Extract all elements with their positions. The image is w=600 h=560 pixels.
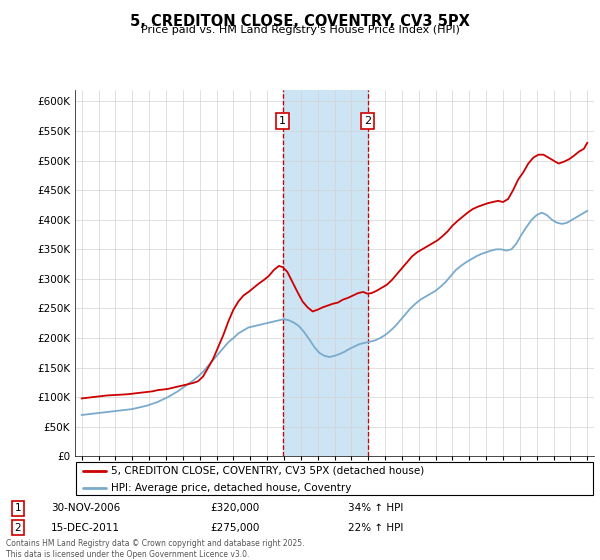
Text: 22% ↑ HPI: 22% ↑ HPI (348, 522, 403, 533)
Text: HPI: Average price, detached house, Coventry: HPI: Average price, detached house, Cove… (112, 483, 352, 493)
Text: £275,000: £275,000 (210, 522, 259, 533)
Text: Price paid vs. HM Land Registry's House Price Index (HPI): Price paid vs. HM Land Registry's House … (140, 25, 460, 35)
Text: 15-DEC-2011: 15-DEC-2011 (51, 522, 120, 533)
Text: 2: 2 (14, 522, 22, 533)
Text: 2: 2 (364, 116, 371, 126)
Text: 5, CREDITON CLOSE, COVENTRY, CV3 5PX: 5, CREDITON CLOSE, COVENTRY, CV3 5PX (130, 14, 470, 29)
Text: 1: 1 (14, 503, 22, 514)
Text: 1: 1 (279, 116, 286, 126)
Text: 30-NOV-2006: 30-NOV-2006 (51, 503, 120, 514)
Bar (283, 90, 368, 456)
Text: 34% ↑ HPI: 34% ↑ HPI (348, 503, 403, 514)
Text: 5, CREDITON CLOSE, COVENTRY, CV3 5PX (detached house): 5, CREDITON CLOSE, COVENTRY, CV3 5PX (de… (112, 465, 425, 475)
Text: Contains HM Land Registry data © Crown copyright and database right 2025.
This d: Contains HM Land Registry data © Crown c… (6, 539, 305, 559)
FancyBboxPatch shape (76, 461, 593, 495)
Text: £320,000: £320,000 (210, 503, 259, 514)
